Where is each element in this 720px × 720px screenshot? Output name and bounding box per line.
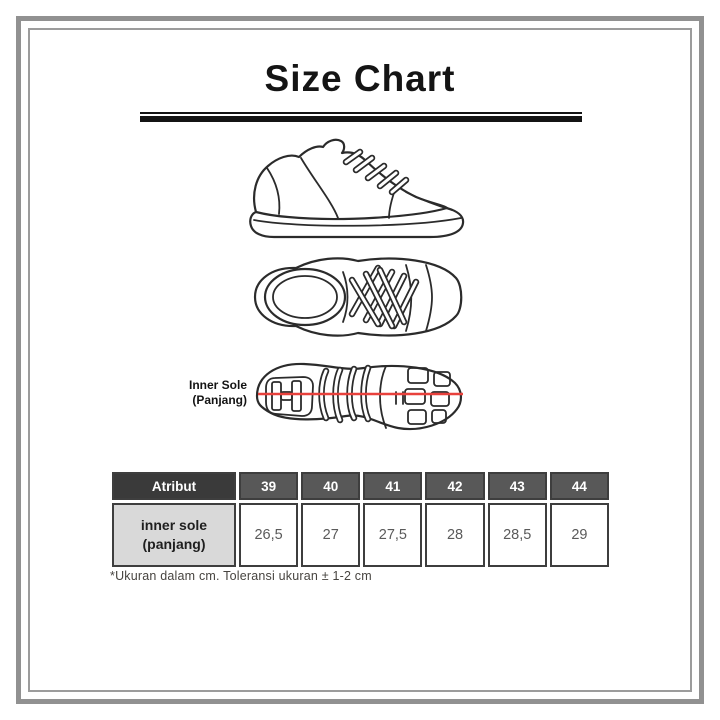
- value-cell-40: 27: [301, 503, 361, 567]
- title-rule-thin-line: [140, 112, 582, 114]
- sneaker-side-view-illustration: [249, 138, 465, 239]
- sneaker-top-view-illustration: [253, 257, 463, 337]
- size-header-40: 40: [301, 472, 361, 500]
- size-tolerance-footnote: *Ukuran dalam cm. Toleransi ukuran ± 1-2…: [110, 569, 372, 583]
- size-header-41: 41: [363, 472, 423, 500]
- title-double-rule: [140, 112, 582, 122]
- inner-sole-measure-label: Inner Sole (Panjang): [147, 378, 247, 408]
- value-cell-43: 28,5: [487, 503, 547, 567]
- value-cell-42: 28: [425, 503, 485, 567]
- size-table: Atribut 39 40 41 42 43 44 inner sole (pa…: [109, 469, 612, 570]
- measure-label-line1: Inner Sole: [188, 378, 247, 392]
- value-cell-41: 27,5: [363, 503, 423, 567]
- size-header-43: 43: [487, 472, 547, 500]
- size-table-header-row: Atribut 39 40 41 42 43 44: [112, 472, 609, 500]
- title-rule-thick-line: [140, 116, 582, 122]
- page-title: Size Chart: [264, 58, 456, 99]
- sneaker-sole-view-illustration: [255, 362, 463, 431]
- row-label-line1: inner sole: [140, 517, 208, 533]
- value-cell-44: 29: [549, 503, 609, 567]
- value-cell-39: 26,5: [239, 503, 299, 567]
- size-header-44: 44: [549, 472, 609, 500]
- table-row-inner-sole: inner sole (panjang) 26,5 27 27,5 28 28,…: [112, 503, 609, 567]
- size-header-39: 39: [239, 472, 299, 500]
- size-header-42: 42: [425, 472, 485, 500]
- attribute-header-cell: Atribut: [112, 472, 236, 500]
- row-label-line2: (panjang): [142, 536, 206, 552]
- measure-label-line2: (Panjang): [192, 393, 247, 407]
- row-label-cell: inner sole (panjang): [112, 503, 236, 567]
